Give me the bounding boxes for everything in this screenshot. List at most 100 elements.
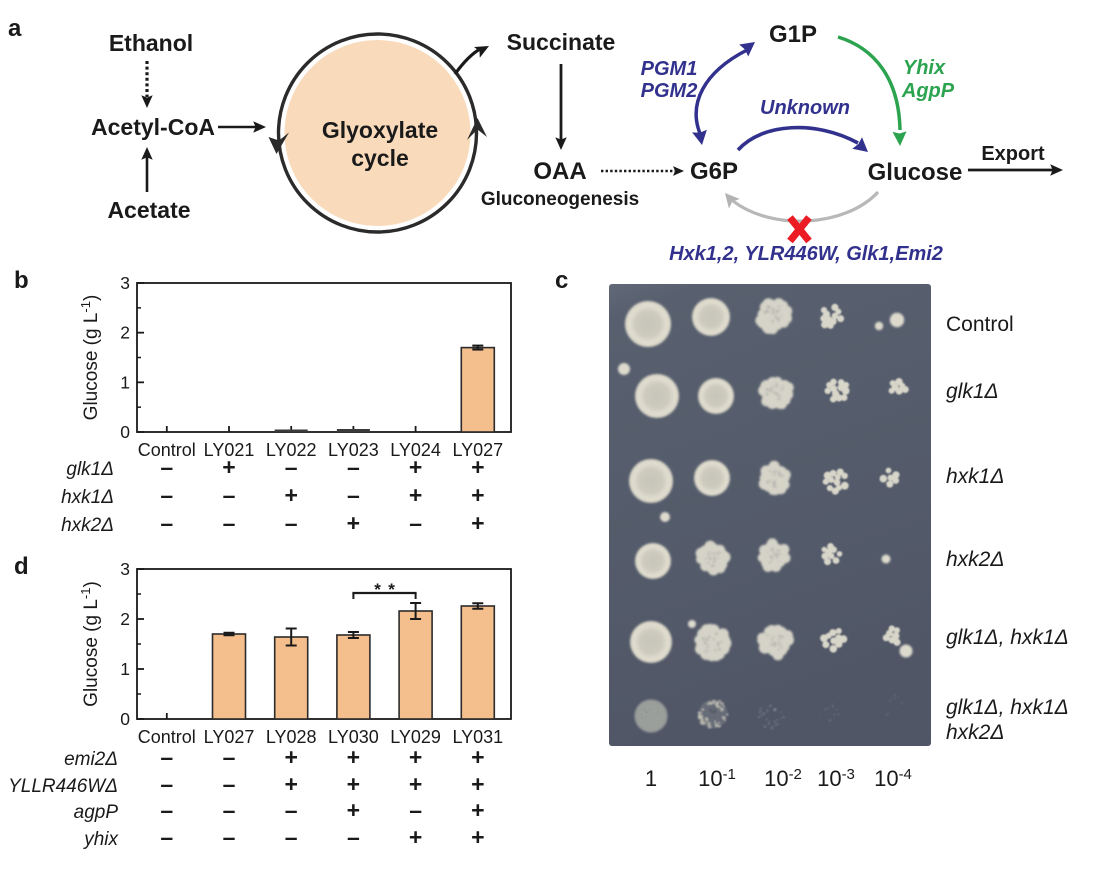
svg-text:1: 1 <box>645 766 657 791</box>
svg-text:LY027: LY027 <box>452 440 503 460</box>
svg-text:+: + <box>284 482 297 508</box>
svg-text:hxk1Δ: hxk1Δ <box>61 487 114 508</box>
svg-text:–: – <box>285 454 298 480</box>
svg-text:+: + <box>471 797 484 823</box>
svg-text:–: – <box>160 482 173 508</box>
svg-text:+: + <box>409 744 422 770</box>
svg-text:+: + <box>471 824 484 850</box>
svg-text:glk1Δ, hxk1Δ: glk1Δ, hxk1Δ <box>946 626 1069 649</box>
svg-text:LY028: LY028 <box>266 727 317 747</box>
svg-text:–: – <box>160 454 173 480</box>
svg-text:+: + <box>284 771 297 797</box>
svg-text:Unknown: Unknown <box>760 97 850 119</box>
svg-text:+: + <box>409 454 422 480</box>
svg-text:–: – <box>160 824 173 850</box>
svg-text:Ethanol: Ethanol <box>109 30 193 56</box>
svg-text:+: + <box>471 482 484 508</box>
svg-text:G1P: G1P <box>769 21 817 48</box>
svg-text:Acetyl-CoA: Acetyl-CoA <box>91 114 215 140</box>
svg-text:0: 0 <box>120 422 130 442</box>
svg-text:LY029: LY029 <box>390 727 441 747</box>
svg-text:–: – <box>347 824 360 850</box>
svg-text:–: – <box>223 771 236 797</box>
svg-text:–: – <box>160 797 173 823</box>
svg-text:d: d <box>14 553 29 580</box>
svg-text:agpP: agpP <box>74 802 119 823</box>
svg-text:PGM2: PGM2 <box>641 80 698 102</box>
svg-text:–: – <box>223 744 236 770</box>
svg-text:glk1Δ, hxk1Δ: glk1Δ, hxk1Δ <box>946 696 1069 719</box>
svg-text:Hxk1,2, YLR446W, Glk1,Emi2: Hxk1,2, YLR446W, Glk1,Emi2 <box>669 243 943 265</box>
svg-text:LY021: LY021 <box>204 440 255 460</box>
svg-text:10-3: 10-3 <box>817 766 855 791</box>
svg-text:LY023: LY023 <box>328 440 379 460</box>
svg-text:glk1Δ: glk1Δ <box>946 380 999 403</box>
svg-text:YLLR446WΔ: YLLR446WΔ <box>8 776 118 797</box>
svg-text:+: + <box>409 824 422 850</box>
svg-text:LY030: LY030 <box>328 727 379 747</box>
svg-text:yhix: yhix <box>82 829 119 850</box>
svg-text:LY027: LY027 <box>204 727 255 747</box>
svg-text:+: + <box>222 454 235 480</box>
svg-text:–: – <box>223 510 236 536</box>
svg-text:*: * <box>374 580 381 599</box>
svg-text:+: + <box>347 797 360 823</box>
svg-text:hxk2Δ: hxk2Δ <box>946 548 1004 571</box>
svg-text:2: 2 <box>120 609 130 629</box>
svg-text:+: + <box>471 510 484 536</box>
svg-text:b: b <box>14 267 29 294</box>
svg-text:–: – <box>160 510 173 536</box>
svg-text:a: a <box>8 15 22 42</box>
svg-text:–: – <box>347 482 360 508</box>
svg-text:LY022: LY022 <box>266 440 317 460</box>
svg-text:Export: Export <box>981 143 1045 165</box>
svg-text:–: – <box>347 454 360 480</box>
svg-text:Glyoxylate: Glyoxylate <box>322 117 438 143</box>
svg-text:+: + <box>284 744 297 770</box>
svg-text:Control: Control <box>946 313 1014 336</box>
svg-text:*: * <box>388 580 395 599</box>
svg-text:–: – <box>285 824 298 850</box>
svg-text:–: – <box>223 482 236 508</box>
svg-text:c: c <box>555 267 568 294</box>
svg-text:Glucose (g L-1): Glucose (g L-1) <box>78 581 102 707</box>
svg-text:1: 1 <box>120 659 130 679</box>
svg-text:+: + <box>471 744 484 770</box>
svg-text:Acetate: Acetate <box>107 197 190 223</box>
svg-text:+: + <box>347 744 360 770</box>
svg-text:–: – <box>285 797 298 823</box>
svg-text:–: – <box>223 824 236 850</box>
svg-text:PGM1: PGM1 <box>641 58 698 80</box>
svg-text:–: – <box>160 744 173 770</box>
svg-text:hxk2Δ: hxk2Δ <box>946 721 1004 744</box>
svg-text:Glucose: Glucose <box>868 159 963 186</box>
svg-text:cycle: cycle <box>351 145 409 171</box>
svg-text:hxk2Δ: hxk2Δ <box>61 515 114 536</box>
svg-text:–: – <box>409 797 422 823</box>
svg-text:3: 3 <box>120 559 130 579</box>
svg-text:Succinate: Succinate <box>507 29 616 55</box>
svg-text:Glucose (g L-1): Glucose (g L-1) <box>78 295 102 421</box>
svg-text:Gluconeogenesis: Gluconeogenesis <box>481 189 639 210</box>
svg-text:3: 3 <box>120 273 130 293</box>
svg-text:–: – <box>223 797 236 823</box>
svg-text:AgpP: AgpP <box>901 80 955 102</box>
svg-text:+: + <box>409 771 422 797</box>
svg-text:glk1Δ: glk1Δ <box>66 459 114 480</box>
svg-text:+: + <box>347 510 360 536</box>
svg-text:+: + <box>347 771 360 797</box>
svg-text:2: 2 <box>120 323 130 343</box>
svg-text:Control: Control <box>138 727 196 747</box>
svg-text:hxk1Δ: hxk1Δ <box>946 465 1004 488</box>
svg-text:–: – <box>409 510 422 536</box>
svg-text:LY024: LY024 <box>390 440 441 460</box>
svg-text:OAA: OAA <box>533 158 586 185</box>
svg-text:0: 0 <box>120 709 130 729</box>
svg-text:–: – <box>160 771 173 797</box>
svg-text:–: – <box>285 510 298 536</box>
svg-text:LY031: LY031 <box>452 727 503 747</box>
svg-text:+: + <box>471 771 484 797</box>
svg-text:1: 1 <box>120 372 130 392</box>
svg-text:emi2Δ: emi2Δ <box>64 749 118 770</box>
svg-text:Control: Control <box>138 440 196 460</box>
